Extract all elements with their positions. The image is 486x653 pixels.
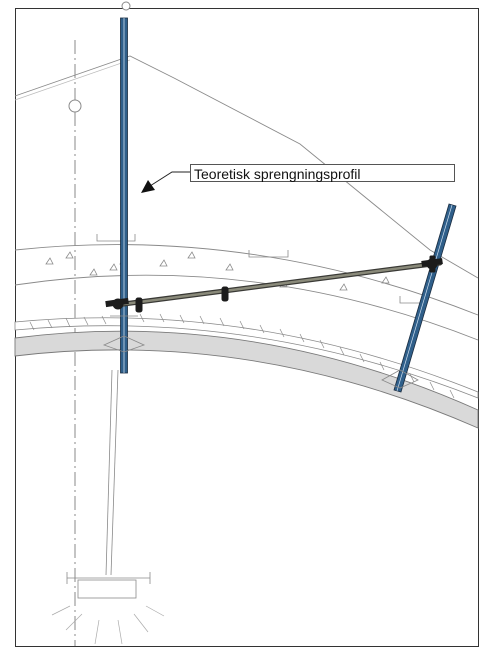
tie-rod — [113, 260, 443, 308]
frame — [15, 8, 479, 647]
concrete-lining — [14, 330, 479, 429]
rock-arc-upper — [14, 244, 479, 316]
centerline-marker — [68, 99, 82, 113]
base-plate — [66, 572, 151, 599]
profile-label: Teoretisk sprengningsprofil — [190, 164, 455, 182]
top-marker — [121, 1, 131, 11]
leader-arrow — [141, 171, 190, 193]
bracket-symbols — [96, 234, 426, 304]
rod-clamps — [105, 255, 443, 313]
left-bolt-plate — [102, 315, 146, 353]
hatched-band — [14, 317, 479, 399]
right-rock-bolt — [393, 203, 457, 393]
base-rays — [51, 605, 165, 645]
roof-inner-outline — [14, 59, 131, 101]
lower-pipe — [105, 369, 119, 576]
left-rock-bolt — [120, 17, 128, 374]
right-bolt-plate — [381, 369, 419, 389]
hatch-marks — [29, 313, 455, 399]
